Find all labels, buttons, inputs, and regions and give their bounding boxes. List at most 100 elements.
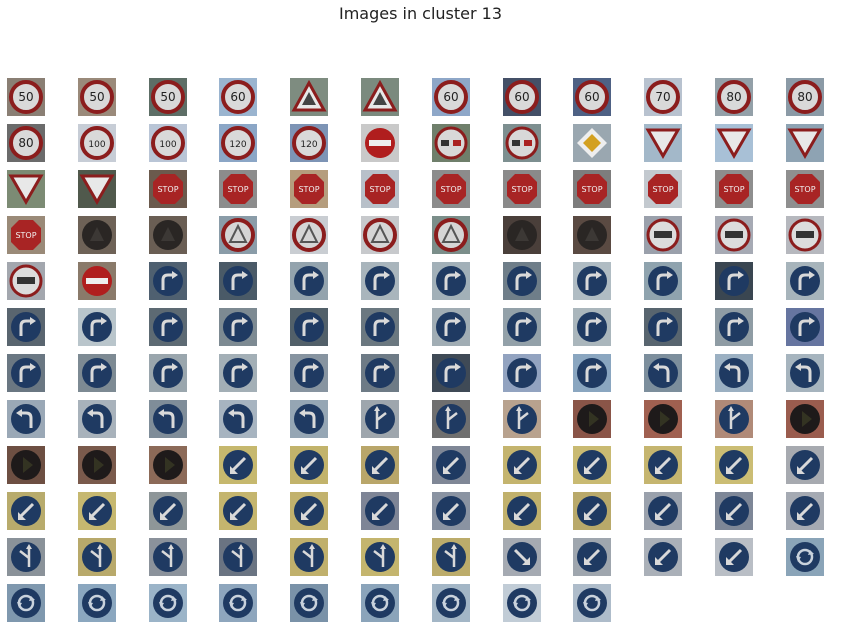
cluster-image-thumbnail	[644, 492, 682, 530]
cluster-image-thumbnail	[78, 170, 116, 208]
cluster-image-thumbnail: 50	[78, 78, 116, 116]
cluster-image-thumbnail	[149, 400, 187, 438]
svg-text:100: 100	[159, 140, 176, 150]
cluster-image-thumbnail	[786, 492, 824, 530]
cluster-image-thumbnail	[290, 400, 328, 438]
cluster-image-thumbnail	[361, 354, 399, 392]
cluster-image-thumbnail: 60	[432, 78, 470, 116]
cluster-image-thumbnail: 80	[786, 78, 824, 116]
cluster-image-thumbnail: STOP	[573, 170, 611, 208]
cluster-image-thumbnail	[644, 354, 682, 392]
cluster-image-thumbnail	[219, 584, 257, 622]
cluster-image-thumbnail	[361, 446, 399, 484]
cluster-image-thumbnail	[715, 124, 753, 162]
cluster-image-thumbnail	[78, 400, 116, 438]
cluster-image-thumbnail	[715, 538, 753, 576]
cluster-image-thumbnail	[715, 492, 753, 530]
svg-text:60: 60	[230, 90, 245, 104]
cluster-image-thumbnail: STOP	[219, 170, 257, 208]
cluster-image-thumbnail	[573, 400, 611, 438]
cluster-image-thumbnail	[78, 538, 116, 576]
cluster-image-thumbnail	[361, 308, 399, 346]
svg-text:80: 80	[726, 90, 741, 104]
cluster-image-thumbnail	[432, 308, 470, 346]
cluster-image-thumbnail	[78, 308, 116, 346]
cluster-image-thumbnail	[7, 170, 45, 208]
cluster-image-thumbnail	[644, 262, 682, 300]
svg-text:STOP: STOP	[652, 185, 673, 194]
cluster-image-thumbnail	[573, 584, 611, 622]
cluster-image-thumbnail	[644, 124, 682, 162]
svg-text:70: 70	[655, 90, 670, 104]
cluster-image-thumbnail	[644, 538, 682, 576]
svg-text:120: 120	[229, 140, 246, 150]
svg-text:STOP: STOP	[227, 185, 248, 194]
cluster-image-thumbnail: 70	[644, 78, 682, 116]
cluster-image-thumbnail	[573, 446, 611, 484]
cluster-image-thumbnail: STOP	[290, 170, 328, 208]
cluster-image-thumbnail	[361, 78, 399, 116]
cluster-image-thumbnail	[149, 308, 187, 346]
cluster-image-thumbnail	[7, 354, 45, 392]
cluster-image-thumbnail	[78, 262, 116, 300]
cluster-image-thumbnail: STOP	[644, 170, 682, 208]
svg-text:STOP: STOP	[369, 185, 390, 194]
svg-text:STOP: STOP	[15, 231, 36, 240]
svg-text:80: 80	[797, 90, 812, 104]
cluster-image-thumbnail	[573, 124, 611, 162]
cluster-image-thumbnail	[290, 216, 328, 254]
cluster-image-thumbnail	[432, 538, 470, 576]
cluster-image-thumbnail	[78, 492, 116, 530]
cluster-image-thumbnail	[432, 262, 470, 300]
cluster-image-thumbnail	[149, 538, 187, 576]
cluster-image-thumbnail	[644, 446, 682, 484]
cluster-image-thumbnail	[644, 400, 682, 438]
cluster-image-thumbnail	[715, 308, 753, 346]
cluster-image-thumbnail	[290, 308, 328, 346]
cluster-image-thumbnail	[786, 216, 824, 254]
cluster-image-thumbnail	[786, 538, 824, 576]
cluster-image-thumbnail	[361, 538, 399, 576]
cluster-image-thumbnail	[573, 354, 611, 392]
cluster-image-thumbnail	[361, 400, 399, 438]
cluster-image-thumbnail	[290, 584, 328, 622]
cluster-image-thumbnail: STOP	[7, 216, 45, 254]
cluster-image-thumbnail	[219, 400, 257, 438]
svg-text:STOP: STOP	[157, 185, 178, 194]
cluster-image-thumbnail	[503, 492, 541, 530]
cluster-image-thumbnail: STOP	[503, 170, 541, 208]
cluster-image-thumbnail	[715, 446, 753, 484]
cluster-image-thumbnail	[219, 538, 257, 576]
svg-text:50: 50	[18, 90, 33, 104]
cluster-image-thumbnail	[290, 538, 328, 576]
cluster-image-thumbnail	[219, 446, 257, 484]
svg-text:100: 100	[88, 140, 105, 150]
cluster-image-thumbnail	[78, 446, 116, 484]
cluster-image-thumbnail: 60	[219, 78, 257, 116]
cluster-image-thumbnail	[573, 538, 611, 576]
cluster-image-thumbnail	[7, 584, 45, 622]
cluster-image-thumbnail	[219, 492, 257, 530]
svg-text:STOP: STOP	[298, 185, 319, 194]
svg-text:STOP: STOP	[723, 185, 744, 194]
cluster-image-thumbnail: 60	[503, 78, 541, 116]
svg-text:STOP: STOP	[511, 185, 532, 194]
cluster-image-thumbnail	[7, 308, 45, 346]
svg-text:50: 50	[89, 90, 104, 104]
cluster-image-thumbnail	[361, 584, 399, 622]
cluster-image-thumbnail	[219, 216, 257, 254]
cluster-image-thumbnail	[573, 262, 611, 300]
svg-text:STOP: STOP	[794, 185, 815, 194]
cluster-image-thumbnail	[503, 354, 541, 392]
cluster-image-thumbnail	[7, 446, 45, 484]
cluster-image-thumbnail	[503, 262, 541, 300]
cluster-image-thumbnail	[361, 216, 399, 254]
cluster-image-thumbnail	[715, 354, 753, 392]
cluster-image-thumbnail	[432, 584, 470, 622]
svg-text:60: 60	[514, 90, 529, 104]
cluster-image-thumbnail: 50	[149, 78, 187, 116]
cluster-image-thumbnail: 120	[219, 124, 257, 162]
cluster-image-thumbnail: STOP	[786, 170, 824, 208]
cluster-image-thumbnail: STOP	[715, 170, 753, 208]
